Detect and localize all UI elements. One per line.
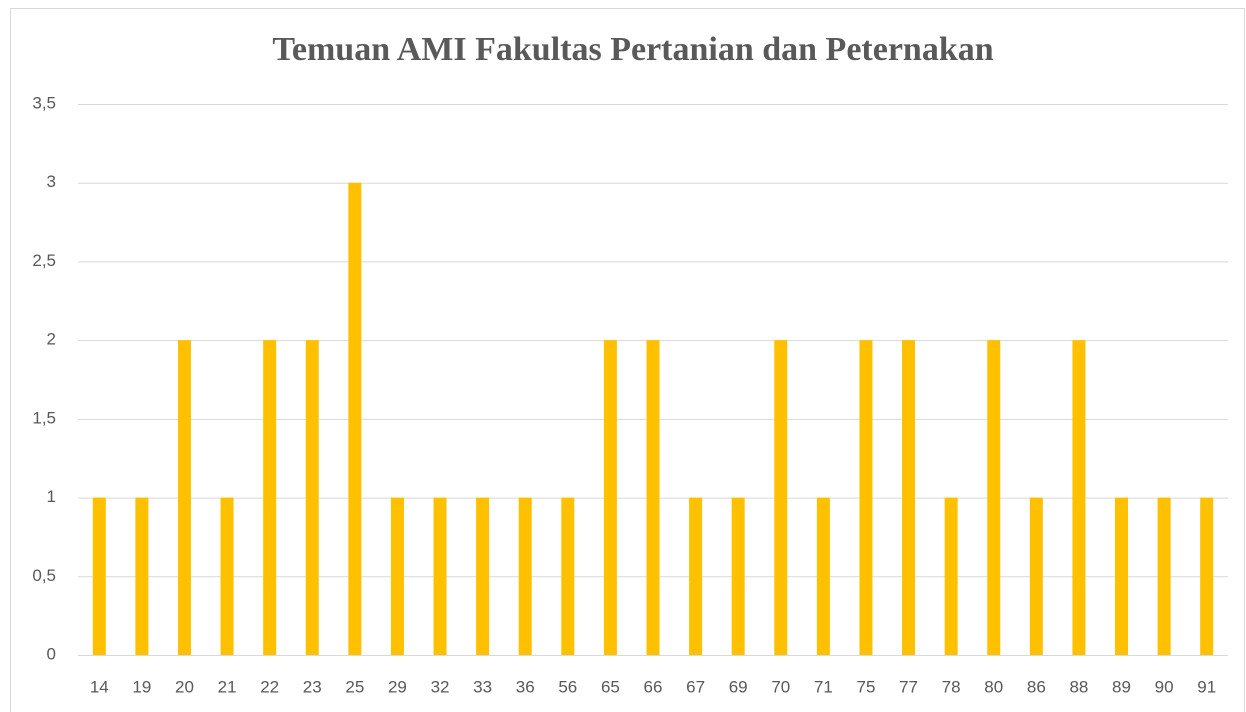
y-tick-label: 0 xyxy=(47,644,56,663)
y-tick-label: 1,5 xyxy=(32,408,56,427)
x-tick-label: 65 xyxy=(601,677,620,696)
x-tick-label: 22 xyxy=(260,677,279,696)
bar xyxy=(476,497,490,655)
x-tick-label: 90 xyxy=(1155,677,1174,696)
bar xyxy=(1157,497,1171,655)
bar xyxy=(1115,497,1129,655)
bar xyxy=(433,497,447,655)
bar xyxy=(902,340,916,655)
x-tick-label: 20 xyxy=(175,677,194,696)
x-tick-label: 19 xyxy=(132,677,151,696)
bar xyxy=(135,497,149,655)
bar xyxy=(774,340,788,655)
bar xyxy=(944,497,958,655)
x-tick-label: 80 xyxy=(984,677,1003,696)
chart-title: Temuan AMI Fakultas Pertanian dan Petern… xyxy=(272,31,993,68)
y-tick-label: 2 xyxy=(47,330,56,349)
bar xyxy=(92,497,106,655)
bar xyxy=(987,340,1001,655)
bar xyxy=(731,497,745,655)
bar xyxy=(390,497,404,655)
x-tick-label: 67 xyxy=(686,677,705,696)
x-tick-label: 70 xyxy=(771,677,790,696)
x-tick-label: 33 xyxy=(473,677,492,696)
x-tick-label: 56 xyxy=(558,677,577,696)
bar xyxy=(1072,340,1086,655)
bar xyxy=(305,340,319,655)
x-tick-label: 77 xyxy=(899,677,918,696)
x-tick-label: 21 xyxy=(218,677,237,696)
chart-border xyxy=(10,8,1245,712)
bar xyxy=(518,497,532,655)
x-tick-label: 66 xyxy=(644,677,663,696)
x-tick-label: 75 xyxy=(857,677,876,696)
x-tick-label: 23 xyxy=(303,677,322,696)
y-tick-label: 3 xyxy=(47,172,56,191)
x-tick-label: 71 xyxy=(814,677,833,696)
x-tick-label: 36 xyxy=(516,677,535,696)
x-tick-label: 88 xyxy=(1069,677,1088,696)
y-tick-label: 0,5 xyxy=(32,566,56,585)
bar xyxy=(220,497,234,655)
bar xyxy=(689,497,703,655)
bar xyxy=(263,340,277,655)
x-tick-label: 69 xyxy=(729,677,748,696)
y-tick-label: 3,5 xyxy=(32,93,56,112)
x-tick-label: 86 xyxy=(1027,677,1046,696)
bar xyxy=(1029,497,1043,655)
bar xyxy=(603,340,617,655)
bar xyxy=(816,497,830,655)
bar xyxy=(348,182,362,655)
bar xyxy=(646,340,660,655)
bar xyxy=(859,340,873,655)
x-tick-label: 78 xyxy=(942,677,961,696)
bar xyxy=(561,497,575,655)
x-tick-label: 14 xyxy=(90,677,109,696)
x-tick-label: 25 xyxy=(345,677,364,696)
x-tick-label: 29 xyxy=(388,677,407,696)
bar xyxy=(1200,497,1214,655)
x-tick-label: 89 xyxy=(1112,677,1131,696)
x-tick-label: 91 xyxy=(1197,677,1216,696)
x-tick-label: 32 xyxy=(431,677,450,696)
bar xyxy=(177,340,191,655)
y-tick-label: 2,5 xyxy=(32,251,56,270)
y-tick-label: 1 xyxy=(47,487,56,506)
